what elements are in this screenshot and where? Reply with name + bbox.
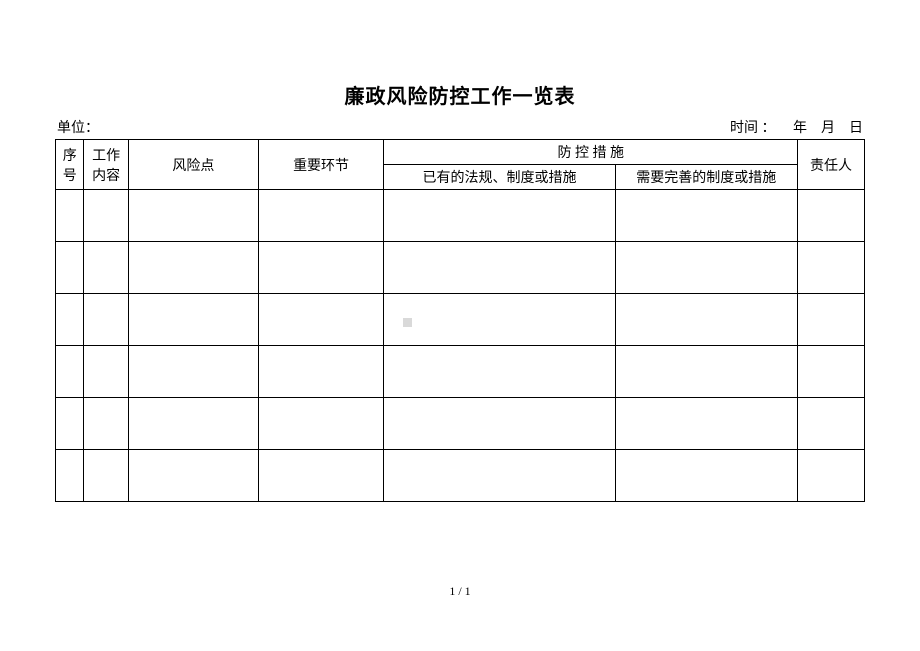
table-row [56, 450, 865, 502]
cell-person [798, 398, 865, 450]
cell-measure-b [615, 398, 797, 450]
col-header-person: 责任人 [798, 140, 865, 190]
col-header-measure-existing: 已有的法规、制度或措施 [384, 165, 615, 190]
cell-measure-b [615, 242, 797, 294]
cell-measure-a [384, 398, 615, 450]
cell-seq [56, 190, 84, 242]
cell-risk [128, 294, 258, 346]
cell-seq [56, 346, 84, 398]
cell-content [84, 294, 129, 346]
table-row [56, 346, 865, 398]
cell-measure-a [384, 294, 615, 346]
cell-seq [56, 450, 84, 502]
cell-step [258, 346, 384, 398]
table-row [56, 190, 865, 242]
watermark-dot [403, 318, 412, 327]
cell-content [84, 346, 129, 398]
cell-person [798, 294, 865, 346]
cell-seq [56, 294, 84, 346]
table-row [56, 242, 865, 294]
risk-control-table: 序号 工作内容 风险点 重要环节 防 控 措 施 责任人 已有的法规、制度或措施… [55, 139, 865, 502]
cell-seq [56, 398, 84, 450]
table-row [56, 294, 865, 346]
cell-step [258, 450, 384, 502]
table-body [56, 190, 865, 502]
cell-measure-b [615, 294, 797, 346]
cell-seq [56, 242, 84, 294]
cell-step [258, 398, 384, 450]
cell-measure-a [384, 450, 615, 502]
table-header-row-1: 序号 工作内容 风险点 重要环节 防 控 措 施 责任人 [56, 140, 865, 165]
cell-risk [128, 450, 258, 502]
cell-measure-b [615, 346, 797, 398]
cell-measure-a [384, 346, 615, 398]
cell-content [84, 242, 129, 294]
cell-risk [128, 398, 258, 450]
col-header-measure-group: 防 控 措 施 [384, 140, 798, 165]
col-header-seq: 序号 [56, 140, 84, 190]
cell-measure-a [384, 190, 615, 242]
col-header-measure-needed: 需要完善的制度或措施 [615, 165, 797, 190]
cell-measure-a [384, 242, 615, 294]
cell-step [258, 242, 384, 294]
meta-row: 单位： 时间 ： 年 月 日 [55, 117, 865, 137]
cell-person [798, 450, 865, 502]
cell-measure-b [615, 450, 797, 502]
cell-step [258, 190, 384, 242]
page-container: 廉政风险防控工作一览表 单位： 时间 ： 年 月 日 序号 工作内容 风险点 重… [0, 0, 920, 502]
cell-person [798, 242, 865, 294]
date-label: 时间 ： 年 月 日 [730, 117, 863, 137]
table-row [56, 398, 865, 450]
cell-person [798, 346, 865, 398]
cell-step [258, 294, 384, 346]
cell-content [84, 450, 129, 502]
cell-risk [128, 190, 258, 242]
unit-label: 单位： [57, 117, 99, 137]
cell-measure-b [615, 190, 797, 242]
col-header-step: 重要环节 [258, 140, 384, 190]
cell-risk [128, 242, 258, 294]
cell-content [84, 398, 129, 450]
col-header-risk: 风险点 [128, 140, 258, 190]
page-title: 廉政风险防控工作一览表 [55, 80, 865, 109]
cell-person [798, 190, 865, 242]
cell-risk [128, 346, 258, 398]
page-number: 1 / 1 [0, 584, 920, 599]
cell-content [84, 190, 129, 242]
col-header-content: 工作内容 [84, 140, 129, 190]
